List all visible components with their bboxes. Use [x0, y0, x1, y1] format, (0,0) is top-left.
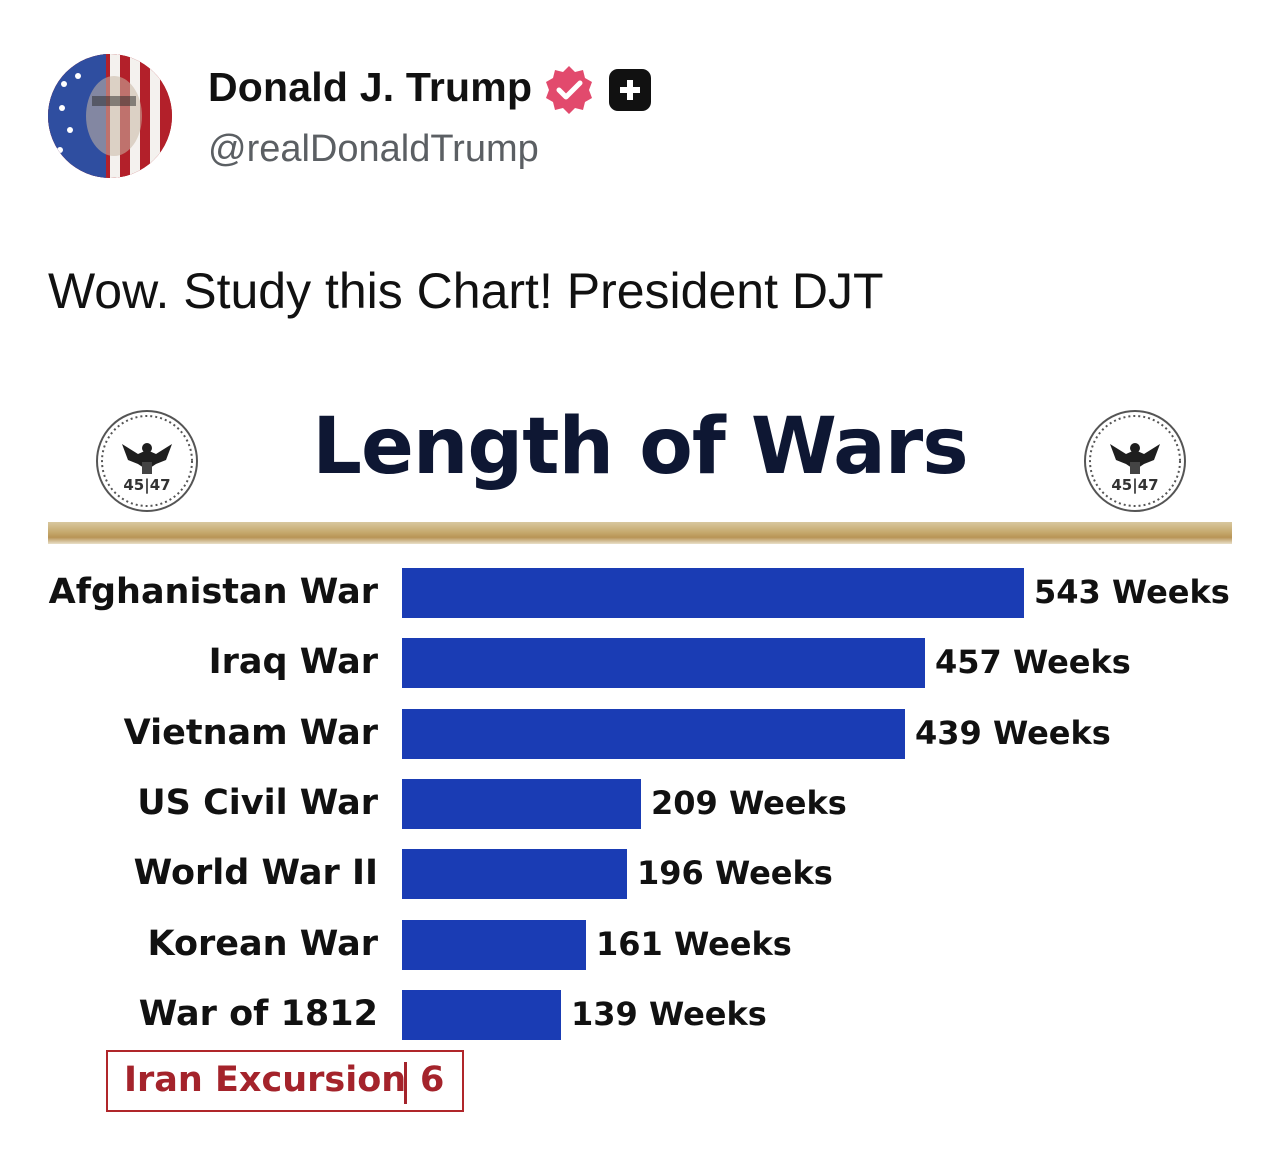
post-text: Wow. Study this Chart! President DJT [48, 263, 884, 319]
category-label: Vietnam War [123, 712, 378, 753]
value-label: 209 Weeks [651, 783, 847, 822]
gold-divider [48, 522, 1232, 544]
seal-right: 45|47 [1084, 410, 1186, 512]
seal-numbers: 45|47 [123, 476, 170, 495]
category-label: World War II [133, 853, 378, 894]
value-label: 139 Weeks [571, 994, 767, 1033]
account-badges [545, 64, 655, 116]
bar [402, 638, 925, 689]
display-name[interactable]: Donald J. Trump [208, 64, 533, 110]
post-header: Donald J. Trump @realDonaldTrump [48, 54, 748, 184]
bar [402, 919, 586, 970]
category-label: Korean War [147, 923, 378, 964]
bar [402, 849, 627, 900]
value-label: 457 Weeks [935, 643, 1131, 682]
bar [402, 778, 641, 829]
category-label: Afghanistan War [48, 572, 378, 612]
bar [402, 708, 905, 759]
verified-badge-icon [546, 66, 592, 114]
callout-label: Iran Excursion [124, 1060, 407, 1100]
value-label: 439 Weeks [915, 713, 1111, 752]
category-label: War of 1812 [138, 993, 378, 1034]
value-label: 161 Weeks [596, 924, 792, 963]
chart-title: Length of Wars [312, 402, 968, 492]
category-label: US Civil War [137, 782, 378, 823]
category-label: Iraq War [208, 642, 378, 683]
iran-excursion-callout: Iran Excursion 6 [106, 1050, 464, 1112]
eagle-icon [1110, 443, 1160, 474]
avatar-image [48, 54, 172, 178]
eagle-icon [122, 443, 172, 474]
value-label: 196 Weeks [637, 854, 833, 893]
handle[interactable]: @realDonaldTrump [208, 128, 539, 170]
chart-image: 45|47 Length of Wars 45|47 Afghanistan W… [48, 392, 1232, 1132]
value-label: 543 Weeks [1034, 573, 1230, 611]
callout-value: 6 [420, 1060, 445, 1100]
seal-left: 45|47 [96, 410, 198, 512]
avatar[interactable] [48, 54, 172, 178]
bar [402, 568, 1024, 618]
callout-divider [404, 1062, 407, 1104]
plus-badge-icon [609, 69, 651, 111]
bar [402, 989, 561, 1040]
seal-numbers: 45|47 [1111, 476, 1158, 495]
